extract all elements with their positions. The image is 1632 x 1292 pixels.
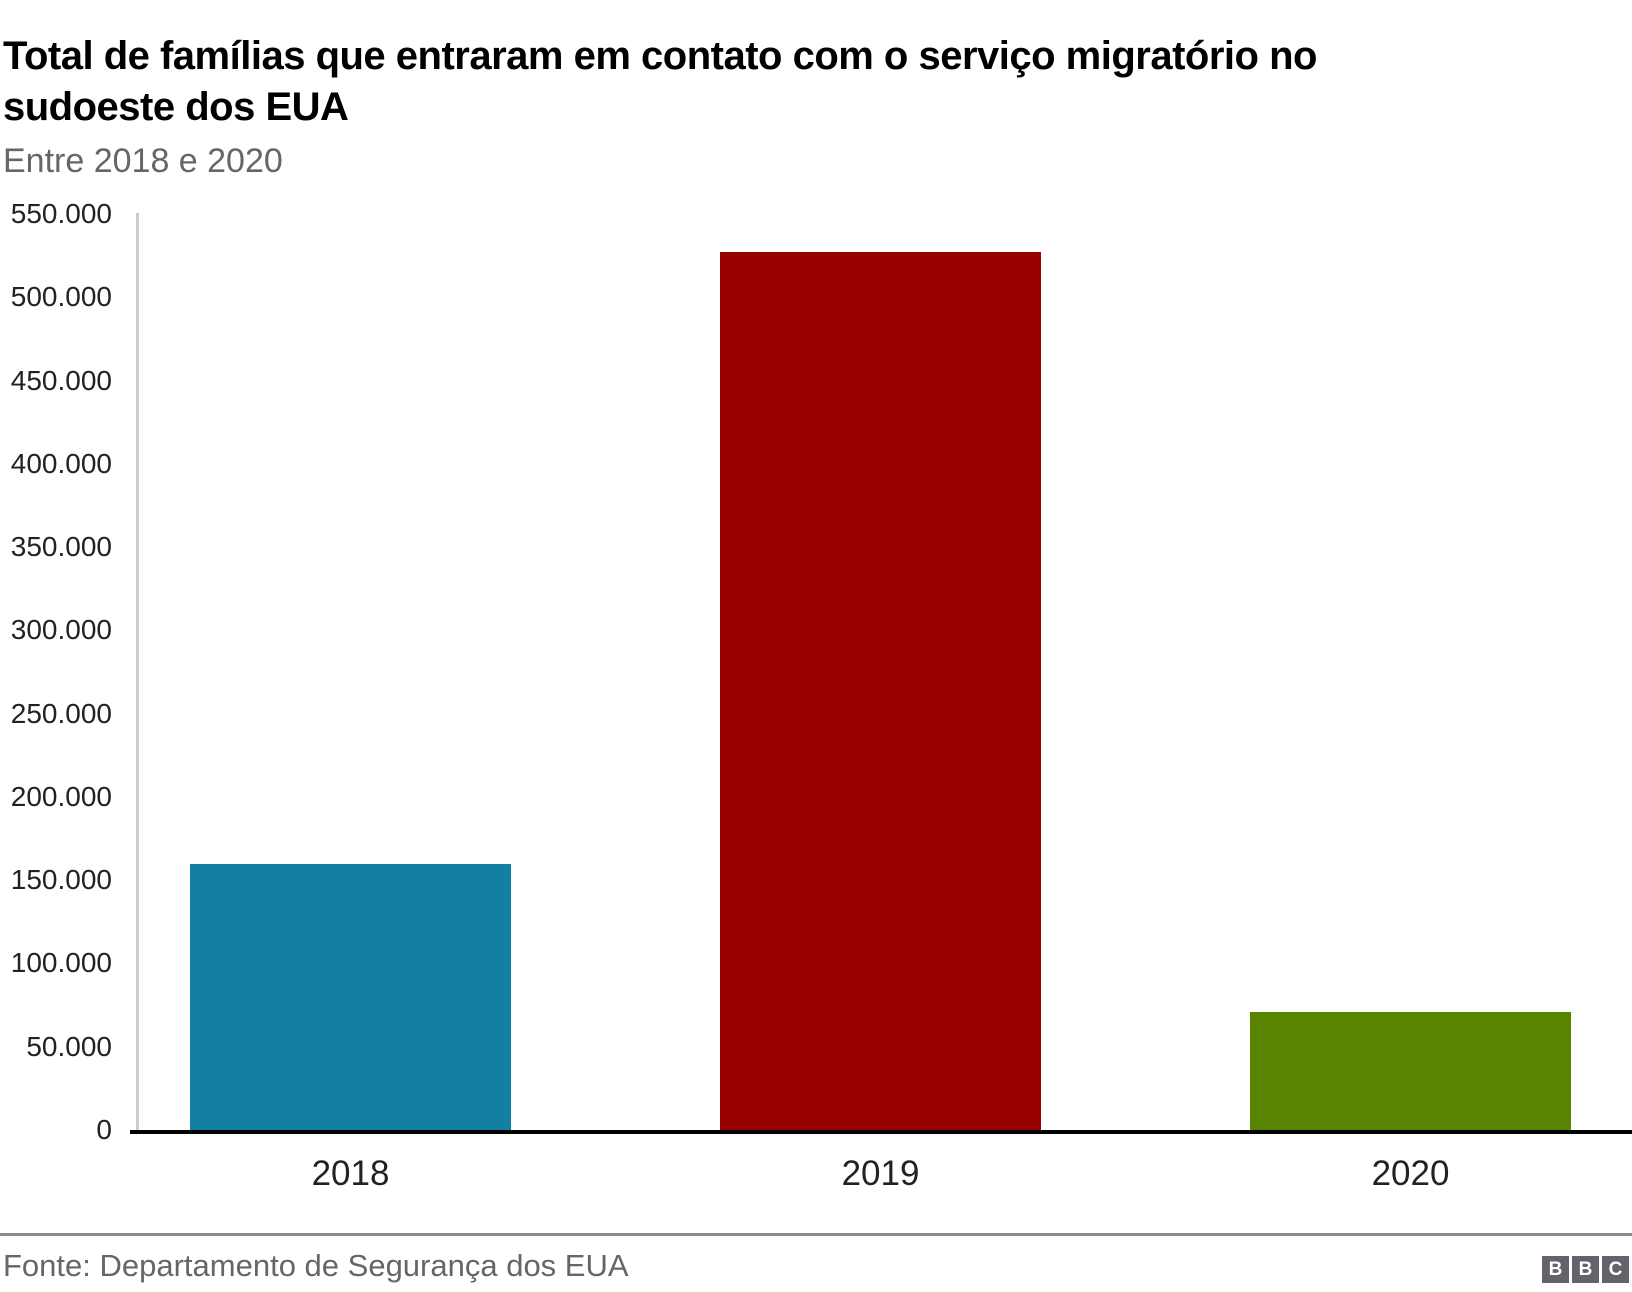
y-tick-label-450.000: 450.000 [10, 364, 112, 396]
y-tick-label-100.000: 100.000 [10, 947, 112, 979]
y-tick-label-200.000: 200.000 [10, 780, 112, 812]
y-tick-label-250.000: 250.000 [10, 697, 112, 729]
bbc-logo-letter-3: C [1602, 1256, 1629, 1283]
chart-title: Total de famílias que entraram em contat… [3, 31, 1598, 133]
bbc-logo-letter-2: B [1572, 1256, 1599, 1283]
y-tick-label-550.000: 550.000 [10, 198, 112, 229]
y-tick-label-0: 0 [96, 1114, 112, 1145]
x-tick-label-2020: 2020 [1371, 1154, 1450, 1193]
x-axis-line [130, 1130, 1632, 1134]
y-tick-label-150.000: 150.000 [10, 864, 112, 896]
source-text: Fonte: Departamento de Segurança dos EUA [3, 1248, 629, 1283]
y-axis-line [136, 213, 139, 1132]
chart-title-line1: Total de famílias que entraram em contat… [3, 33, 1317, 78]
y-tick-label-400.000: 400.000 [10, 447, 112, 479]
footer-divider [0, 1233, 1632, 1236]
y-tick-label-50.000: 50.000 [26, 1030, 112, 1062]
bbc-logo-letter-1: B [1542, 1256, 1569, 1283]
y-tick-label-300.000: 300.000 [10, 614, 112, 646]
bar-2020 [1250, 1011, 1571, 1130]
y-tick-label-350.000: 350.000 [10, 531, 112, 563]
chart-subtitle: Entre 2018 e 2020 [3, 142, 283, 181]
y-tick-label-500.000: 500.000 [10, 281, 112, 313]
bar-2018 [190, 863, 511, 1130]
bar-2019 [720, 252, 1041, 1130]
chart-title-line2: sudoeste dos EUA [3, 84, 349, 129]
x-tick-label-2019: 2019 [841, 1154, 920, 1193]
x-tick-label-2018: 2018 [311, 1154, 390, 1193]
